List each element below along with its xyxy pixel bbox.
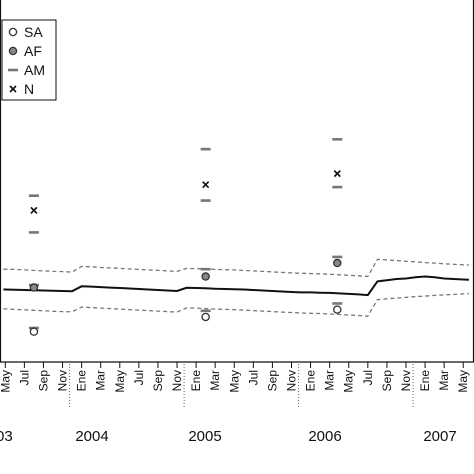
x-tick-label: May — [227, 370, 241, 393]
legend-label-af: AF — [24, 43, 42, 59]
x-tick-label: Nov — [399, 370, 413, 391]
legend-label-sa: SA — [24, 24, 43, 40]
x-tick-label: Nov — [285, 370, 299, 391]
plot-area — [0, 0, 474, 363]
legend-marker-af — [8, 46, 18, 56]
x-tick-label: Ene — [304, 370, 318, 392]
x-tick-label: Ene — [418, 370, 432, 392]
year-label: 2004 — [75, 428, 108, 445]
x-tick-label: Sep — [265, 370, 279, 392]
marker-sa — [333, 305, 342, 314]
x-tick-label: Jul — [17, 370, 31, 385]
x-tick-label: Nov — [56, 370, 70, 391]
series-line-lower — [3, 293, 469, 317]
series-line-central — [3, 275, 469, 297]
x-tick-label: May — [0, 370, 12, 393]
x-tick-label: Nov — [170, 370, 184, 391]
x-tick-label: Sep — [37, 370, 51, 392]
year-label: 2007 — [423, 428, 456, 445]
series-line-upper — [3, 258, 469, 278]
year-label: 2006 — [308, 428, 341, 445]
legend-marker-sa — [8, 27, 18, 37]
legend-marker-n — [9, 85, 17, 93]
x-tick-label: Mar — [323, 370, 337, 391]
x-tick-label: Sep — [151, 370, 165, 392]
point-markers — [28, 138, 343, 336]
year-label: 2005 — [188, 428, 221, 445]
marker-n — [30, 206, 38, 214]
x-tick-label: May — [456, 370, 470, 393]
marker-n — [333, 170, 341, 178]
x-tick-label: Jul — [246, 370, 260, 385]
legend-label-am: AM — [24, 62, 45, 78]
x-tick-label: Ene — [75, 370, 89, 392]
x-tick-label: May — [113, 370, 127, 393]
x-tick-label: Ene — [189, 370, 203, 392]
x-tick-label: Mar — [437, 370, 451, 391]
x-tick-label: Jul — [361, 370, 375, 385]
legend: SA AF AM N — [1, 19, 57, 101]
x-axis: May Jul Sep Nov Ene Mar May Jul Sep Nov Ene Mar May J… — [0, 362, 470, 445]
legend-label-n: N — [24, 81, 34, 97]
marker-sa — [29, 327, 39, 336]
marker-af — [29, 283, 39, 292]
marker-af — [201, 272, 210, 281]
x-tick-label: Jul — [132, 370, 146, 385]
year-label: 2003 — [0, 428, 13, 445]
marker-n — [202, 181, 210, 189]
x-tick-label: Mar — [208, 370, 222, 391]
x-tick-label: Sep — [380, 370, 394, 392]
marker-sa — [201, 312, 210, 322]
marker-af — [333, 258, 342, 268]
x-tick-label: May — [342, 370, 356, 393]
x-tick-label: Mar — [94, 370, 108, 391]
